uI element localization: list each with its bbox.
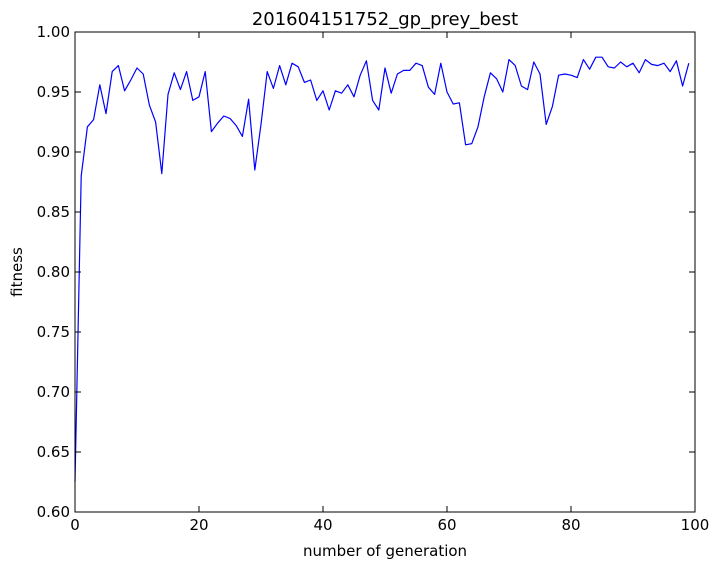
y-axis-label: fitness	[8, 247, 26, 297]
y-tick-label: 0.85	[37, 203, 70, 221]
x-tick-label: 40	[313, 516, 332, 534]
y-tick-label: 0.75	[37, 323, 70, 341]
y-tick-label: 0.70	[37, 383, 70, 401]
x-axis-ticks: 0 20 40 60 80 100	[70, 32, 709, 534]
y-tick-label: 0.60	[37, 503, 70, 521]
x-axis-label: number of generation	[303, 542, 467, 560]
x-tick-label: 0	[70, 516, 80, 534]
x-tick-label: 60	[437, 516, 456, 534]
y-tick-label: 1.00	[37, 23, 70, 41]
series-line-group	[74, 56, 690, 483]
series-line-0	[74, 56, 690, 483]
y-tick-label: 0.80	[37, 263, 70, 281]
y-tick-label: 0.90	[37, 143, 70, 161]
x-tick-label: 100	[681, 516, 710, 534]
x-tick-label: 20	[189, 516, 208, 534]
y-tick-label: 0.95	[37, 83, 70, 101]
y-tick-label: 0.65	[37, 443, 70, 461]
plot-frame	[74, 31, 696, 513]
chart-title: 201604151752_gp_prey_best	[252, 9, 518, 30]
x-tick-label: 80	[561, 516, 580, 534]
y-axis-ticks: 0.60 0.65 0.70 0.75 0.80 0.85 0.90 0.95 1.00	[37, 23, 695, 521]
